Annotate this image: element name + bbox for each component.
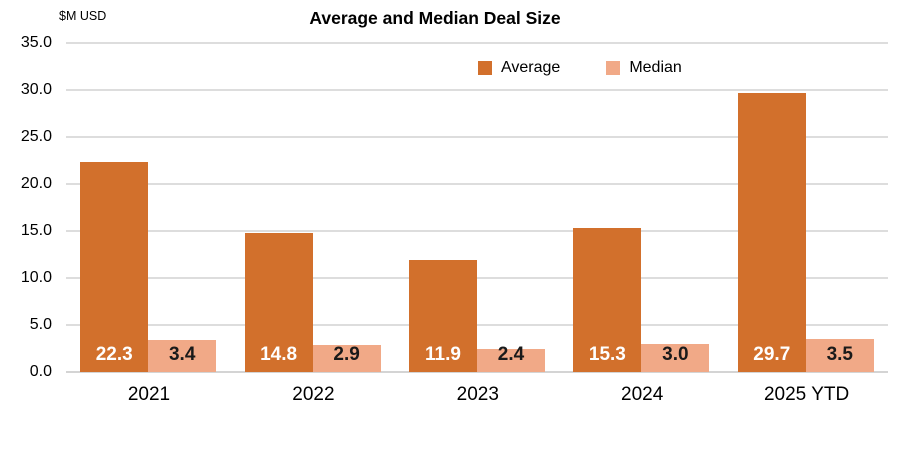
y-tick-label: 10.0 xyxy=(20,269,52,286)
average-bar xyxy=(244,232,313,372)
right-letterbox-bar xyxy=(891,0,900,461)
gridline xyxy=(66,89,888,91)
average-bar xyxy=(80,162,149,372)
average-bar xyxy=(573,228,642,372)
y-tick-label: 15.0 xyxy=(20,222,52,239)
average-series-swatch xyxy=(478,61,492,75)
legend-label-median: Median xyxy=(629,59,682,76)
x-category-label: 2022 xyxy=(292,384,335,405)
y-tick-label: 35.0 xyxy=(20,34,52,51)
y-tick-label: 5.0 xyxy=(29,316,52,333)
legend-label-average: Average xyxy=(501,59,561,76)
gridline xyxy=(66,42,888,44)
legend-item-average: Average xyxy=(478,59,560,77)
bottom-letterbox-bar xyxy=(0,412,900,461)
gridline xyxy=(66,183,888,185)
average-value-label: 29.7 xyxy=(753,344,791,365)
gridline xyxy=(66,230,888,232)
axis-unit-label: $M USD xyxy=(59,9,107,23)
gridline xyxy=(66,324,888,326)
legend-item-median: Median xyxy=(606,59,682,77)
average-value-label: 14.8 xyxy=(260,344,298,365)
plot-area: 22.3 3.4 14.8 2.9 11.9 2.4 15.3 3.0 29.7 3.5 xyxy=(66,42,888,373)
average-value-label: 11.9 xyxy=(425,344,461,365)
gridline xyxy=(66,371,888,373)
x-category-label: 2023 xyxy=(456,384,499,405)
median-bar xyxy=(641,343,710,372)
median-bar xyxy=(148,340,217,372)
gridline xyxy=(66,136,888,138)
median-value-label: 2.9 xyxy=(333,344,360,365)
y-tick-label: 0.0 xyxy=(29,363,52,380)
median-series-swatch xyxy=(606,61,621,75)
gridline xyxy=(66,277,888,279)
y-tick-label: 25.0 xyxy=(20,128,52,145)
median-bar xyxy=(477,349,545,372)
median-value-label: 3.5 xyxy=(826,344,853,365)
median-bar xyxy=(805,339,874,372)
chart-legend: Average Median xyxy=(478,59,682,77)
x-category-label: 2024 xyxy=(621,384,664,405)
median-bar xyxy=(312,344,381,372)
y-tick-label: 20.0 xyxy=(20,175,52,192)
median-value-label: 2.4 xyxy=(497,344,525,365)
x-category-label: 2025 YTD xyxy=(763,384,850,405)
median-value-label: 3.0 xyxy=(662,344,689,365)
y-tick-label: 30.0 xyxy=(20,81,52,98)
chart-title: Average and Median Deal Size xyxy=(309,8,561,28)
average-bar xyxy=(737,92,806,372)
average-value-label: 15.3 xyxy=(588,344,626,365)
x-category-label: 2021 xyxy=(127,384,171,405)
average-value-label: 22.3 xyxy=(95,344,133,365)
average-bar xyxy=(409,260,477,372)
median-value-label: 3.4 xyxy=(168,344,196,365)
